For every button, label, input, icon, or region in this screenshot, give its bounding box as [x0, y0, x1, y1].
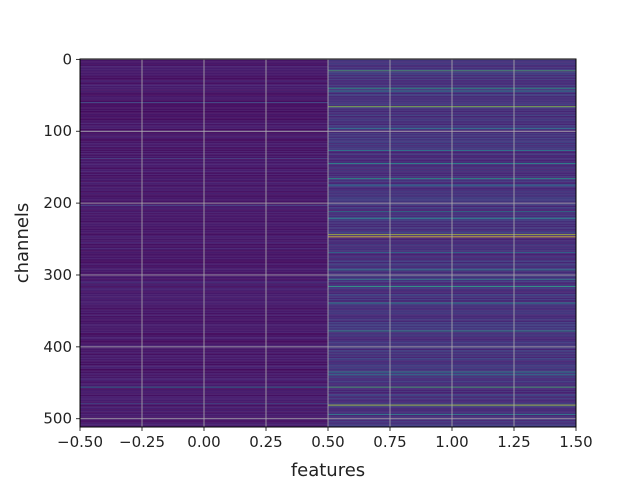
x-axis-label: features — [291, 460, 365, 480]
x-tick-label: 0.75 — [373, 433, 406, 451]
x-tick-label: 0.00 — [187, 433, 220, 451]
x-tick-label: 0.25 — [249, 433, 282, 451]
x-tick-label: 1.00 — [435, 433, 468, 451]
x-tick-label: 1.50 — [559, 433, 592, 451]
y-tick-label: 100 — [43, 122, 72, 140]
x-tick-label: 0.50 — [311, 433, 344, 451]
y-axis-ticks: 0 100 200 300 400 500 — [43, 50, 80, 428]
x-tick-label: −0.50 — [57, 433, 103, 451]
y-axis-label: channels — [12, 203, 33, 284]
y-tick-label: 0 — [62, 50, 72, 68]
y-tick-label: 200 — [43, 194, 72, 212]
x-tick-label: 1.25 — [497, 433, 530, 451]
x-axis-ticks: −0.50 −0.25 0.00 0.25 0.50 0.75 1.00 1.25 1.50 — [57, 427, 593, 451]
y-tick-label: 300 — [43, 266, 72, 284]
y-tick-label: 400 — [43, 338, 72, 356]
y-tick-label: 500 — [43, 410, 72, 428]
x-tick-label: −0.25 — [119, 433, 165, 451]
